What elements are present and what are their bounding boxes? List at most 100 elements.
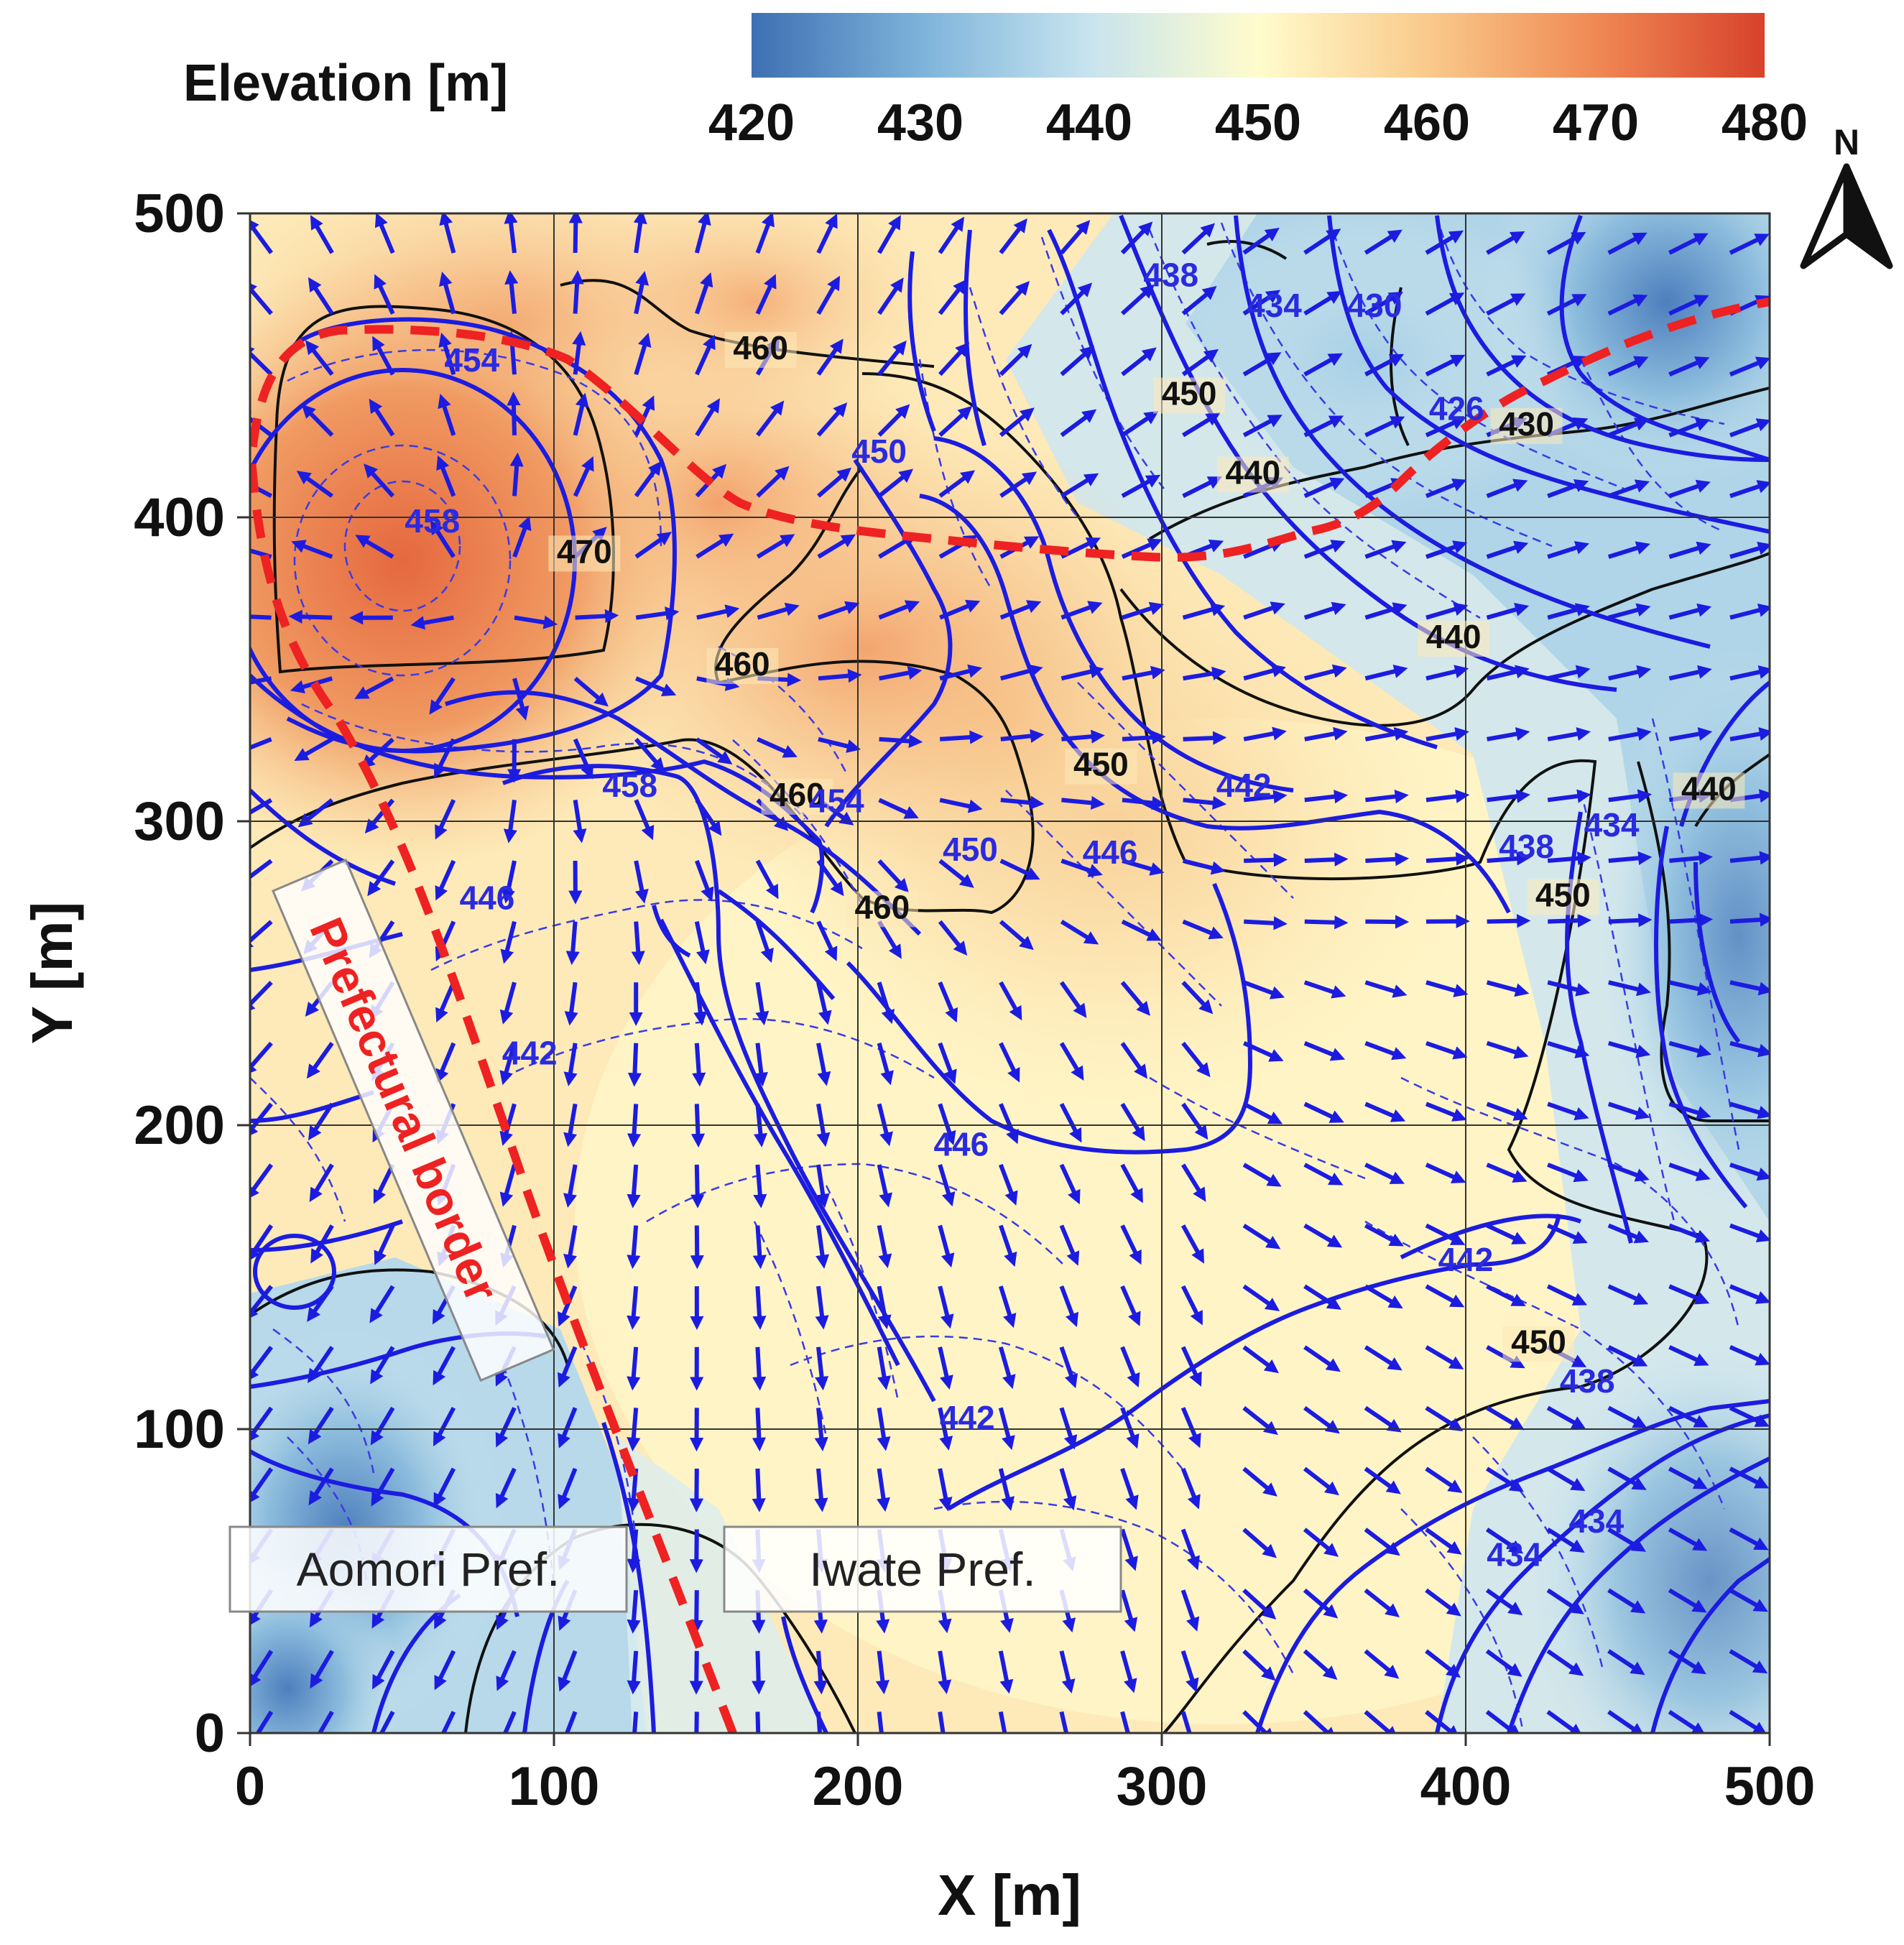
aomori-label: Aomori Pref. [297,1543,560,1596]
flow-arrow [1668,1405,1709,1428]
flow-arrow [495,1407,517,1448]
flow-arrow [1120,221,1153,255]
flow-arrow [1181,348,1219,376]
flow-arrow [1120,1589,1138,1632]
flow-arrow [634,271,650,315]
flow-arrow [692,1043,706,1087]
flow-arrow [1303,228,1341,255]
flow-arrow [1122,730,1166,744]
elevation-label-bg [1065,748,1137,785]
flow-arrow [817,534,856,559]
flow-arrow [438,332,456,376]
flow-arrow [818,601,860,620]
flow-arrow [1364,1710,1399,1733]
flow-arrow [1425,479,1467,499]
flow-arrow [816,275,841,315]
elevation-contour-label: 450 [1535,876,1591,913]
colorbar-tick-label: 420 [708,94,795,152]
flow-arrow [690,1104,706,1148]
flow-arrow [1608,980,1651,997]
flow-arrow [627,1285,641,1330]
flow-arrow [938,859,974,888]
flow-arrow [1242,1041,1284,1062]
flow-arrow [1486,293,1526,316]
flow-arrow [627,1104,642,1148]
groundwater-contour-label: 434 [1487,1535,1542,1573]
flow-arrow [308,1406,334,1445]
flow-arrow [1668,1223,1711,1243]
flow-arrow [433,1346,456,1386]
y-axis-title: Y [m] [20,902,84,1045]
flow-arrow [1425,1528,1462,1555]
flow-arrow [308,1467,334,1506]
flow-arrow [563,1103,578,1147]
flow-arrow [563,1164,578,1208]
flow-arrows [250,213,1770,1733]
flow-arrow [1059,1407,1078,1450]
flow-arrow [1059,1103,1082,1143]
flow-arrow [999,1042,1020,1083]
groundwater-contour-label: 438 [1560,1362,1615,1400]
flow-arrow [504,213,518,254]
flow-arrow [998,1407,1015,1451]
groundwater-contour-label: 446 [933,1125,989,1163]
flow-arrow [1607,1588,1646,1614]
colorbar-ticks: 420 430 440 450 460 470 480 [708,94,1808,152]
flow-arrow [1729,1466,1770,1489]
flow-arrow [879,665,923,681]
flow-arrow [631,921,645,966]
elevation-contour-label: 450 [1073,746,1129,783]
flow-arrow [250,1285,273,1321]
flow-arrow [1242,1224,1281,1249]
flow-arrow [815,1285,829,1330]
flow-arrow [1242,1649,1276,1681]
flow-arrow [1181,1041,1211,1078]
flow-arrow [1668,1163,1711,1181]
elevation-contour-label: 470 [557,532,612,570]
flow-arrow [815,1225,830,1269]
flow-arrow [1425,230,1464,255]
elevation-label-bg [1673,772,1745,809]
flow-arrow [879,734,923,749]
flow-arrow [1607,232,1647,255]
colorbar-tick-label: 450 [1215,94,1301,152]
flow-arrow [250,218,274,254]
flow-arrow [1060,920,1099,945]
flow-arrow [755,920,774,964]
flow-arrow [250,343,273,376]
flow-arrow [354,676,394,699]
groundwater-contour-label: 454 [444,341,499,379]
flow-arrow [374,213,395,254]
flow-arrow [307,1285,334,1322]
flow-arrow [633,213,647,254]
flow-arrow [938,1711,946,1733]
flow-arrow [1364,1223,1404,1247]
flow-arrow [1668,356,1710,376]
flow-arrow [634,860,649,904]
flow-arrow [1000,664,1043,681]
elevation-label-bg [706,647,779,684]
flow-arrow [1180,1285,1203,1326]
flow-arrow [1607,1284,1649,1306]
flow-arrow [1486,603,1530,620]
flow-arrow [1425,789,1470,803]
flow-arrow [1120,1102,1145,1142]
y-tick-label: 200 [134,1095,225,1156]
flow-arrow [814,1468,828,1512]
flow-arrow [1303,1528,1339,1557]
flow-arrow [627,1225,641,1270]
flow-arrow [1425,980,1469,997]
groundwater-contour-label: 442 [940,1399,995,1436]
flow-arrow [250,1467,274,1505]
flow-arrow [877,1407,891,1451]
flow-arrow [1120,1163,1143,1204]
groundwater-contour-label: 446 [460,879,515,917]
flow-arrow [1061,729,1105,744]
flow-arrow [998,1711,1007,1733]
flow-arrow [370,1406,395,1446]
flow-arrow [1668,1527,1708,1551]
flow-arrow [938,1468,953,1512]
flow-arrow [752,1468,766,1512]
colorbar-tick-label: 430 [877,94,963,152]
flow-arrow [1060,409,1097,438]
